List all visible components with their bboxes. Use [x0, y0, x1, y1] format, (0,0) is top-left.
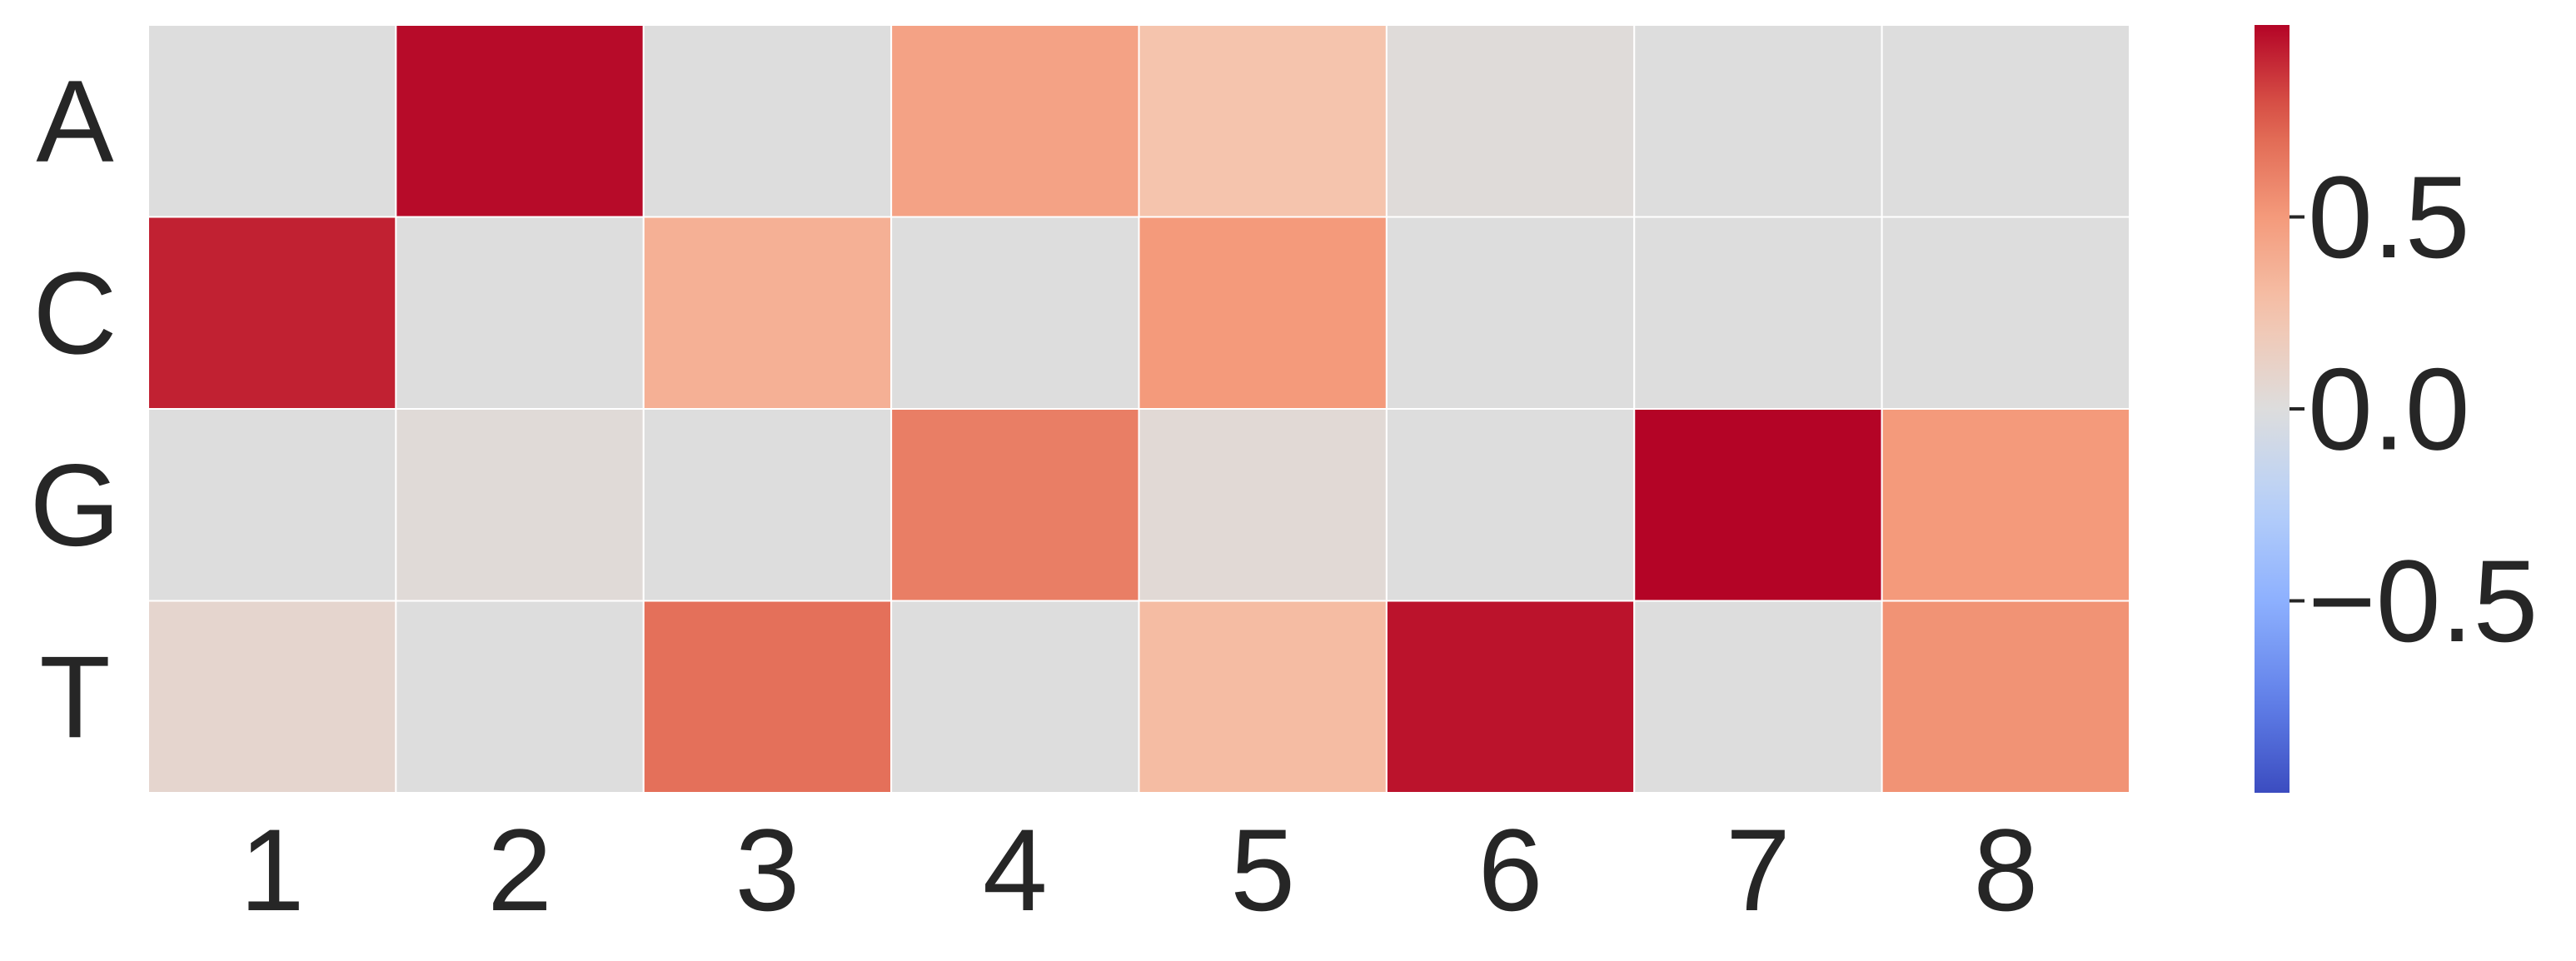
heatmap-cell-T-5 — [1138, 600, 1388, 794]
x-tick-label: 8 — [1973, 804, 2038, 935]
x-tick-label: 4 — [983, 804, 1048, 935]
heatmap-cell-T-2 — [395, 600, 645, 794]
heatmap-cell-C-1 — [147, 216, 397, 410]
colorbar-tick-label: 0.0 — [2308, 344, 2470, 475]
heatmap-cell-G-4 — [890, 408, 1140, 602]
y-tick-label: G — [30, 440, 121, 570]
colorbar-ticks: 0.5 0.0 −0.5 — [2290, 152, 2538, 666]
x-tick-label: 6 — [1478, 804, 1543, 935]
x-tick-label: 1 — [240, 804, 305, 935]
heatmap-cell-G-5 — [1138, 408, 1388, 602]
heatmap-cell-G-3 — [642, 408, 893, 602]
heatmap-cell-A-6 — [1385, 24, 1636, 218]
colorbar — [2255, 25, 2290, 793]
x-axis-tick-labels: 1 2 3 4 5 6 7 8 — [240, 804, 2039, 935]
x-tick-label: 3 — [735, 804, 800, 935]
heatmap-cell-A-4 — [890, 24, 1140, 218]
heatmap-cell-G-7 — [1633, 408, 1883, 602]
colorbar-tick-label: 0.5 — [2308, 152, 2470, 282]
heatmap-cell-G-8 — [1881, 408, 2130, 602]
x-tick-label: 2 — [487, 804, 552, 935]
y-tick-label: T — [39, 631, 111, 762]
heatmap-cell-A-2 — [395, 24, 645, 218]
y-tick-label: C — [32, 247, 117, 378]
heatmap-cell-T-3 — [642, 600, 893, 794]
colorbar-tick-label: −0.5 — [2308, 535, 2538, 666]
heatmap-cell-G-1 — [147, 408, 397, 602]
heatmap-cell-T-6 — [1385, 600, 1636, 794]
heatmap-cell-A-1 — [147, 24, 397, 218]
heatmap-cell-A-5 — [1138, 24, 1388, 218]
heatmap-cell-C-4 — [890, 216, 1140, 410]
heatmap-cell-A-3 — [642, 24, 893, 218]
heatmap-cell-G-2 — [395, 408, 645, 602]
heatmap-cell-A-7 — [1633, 24, 1883, 218]
heatmap-cell-C-2 — [395, 216, 645, 410]
heatmap-cells — [147, 24, 2130, 794]
heatmap-cell-T-1 — [147, 600, 397, 794]
heatmap-cell-T-8 — [1881, 600, 2130, 794]
heatmap-cell-C-3 — [642, 216, 893, 410]
y-tick-label: A — [36, 56, 114, 187]
heatmap-cell-T-4 — [890, 600, 1140, 794]
heatmap-cell-C-8 — [1881, 216, 2130, 410]
heatmap-cell-C-7 — [1633, 216, 1883, 410]
heatmap-cell-A-8 — [1881, 24, 2130, 218]
x-tick-label: 7 — [1726, 804, 1791, 935]
x-tick-label: 5 — [1230, 804, 1295, 935]
heatmap-cell-C-5 — [1138, 216, 1388, 410]
heatmap-cell-G-6 — [1385, 408, 1636, 602]
heatmap-cell-T-7 — [1633, 600, 1883, 794]
heatmap-cell-C-6 — [1385, 216, 1636, 410]
